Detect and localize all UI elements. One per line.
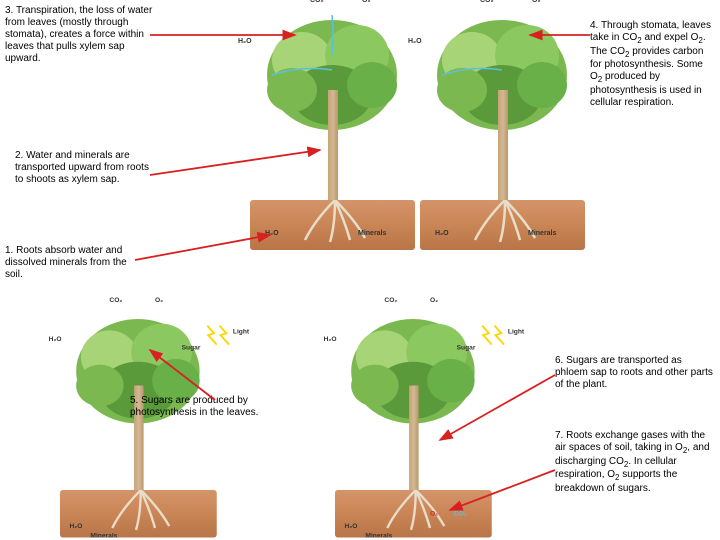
label-co2: CO₂ — [109, 297, 122, 304]
label-h2o-soil: H₂O — [435, 230, 449, 237]
label-co2: CO₂ — [480, 0, 494, 4]
label-h2o-soil: H₂O — [265, 230, 279, 237]
annotation-7: 7. Roots exchange gases with the air spa… — [555, 430, 715, 495]
tree-trunk — [409, 386, 419, 491]
label-co2: CO₂ — [310, 0, 324, 4]
tree-trunk — [498, 90, 508, 200]
label-h2o: H₂O — [408, 38, 422, 45]
label-o2: O₂ — [155, 297, 163, 304]
label-minerals: Minerals — [90, 533, 117, 540]
label-sugar: Sugar — [457, 345, 476, 352]
annotation-2: 2. Water and minerals are transported up… — [15, 150, 155, 186]
tree-diagram-2: H₂O CO₂ O₂ H₂O Minerals — [420, 0, 585, 250]
label-o2: O₂ — [430, 297, 438, 304]
label-h2o: H₂O — [49, 336, 62, 343]
label-co2-root: CO₂ — [454, 511, 467, 518]
tree-roots — [300, 200, 370, 245]
tree-roots — [108, 490, 175, 533]
label-minerals: Minerals — [365, 533, 392, 540]
tree-roots — [383, 490, 450, 533]
label-h2o-soil: H₂O — [345, 523, 358, 530]
label-minerals: Minerals — [528, 230, 556, 237]
label-h2o: H₂O — [324, 336, 337, 343]
tree-trunk — [328, 90, 338, 200]
light-icon — [478, 324, 507, 348]
label-light: Light — [508, 329, 524, 336]
annotation-4: 4. Through stomata, leaves take in CO2 a… — [590, 20, 715, 109]
light-icon — [203, 324, 232, 348]
label-h2o: H₂O — [238, 38, 252, 45]
annotation-5: 5. Sugars are produced by photosynthesis… — [130, 395, 260, 419]
tree-roots — [470, 200, 540, 245]
tree-diagram-1: H₂O CO₂ O₂ H₂O Minerals — [250, 0, 415, 250]
label-o2: O₂ — [532, 0, 541, 4]
tree-diagram-4: H₂O CO₂ O₂ Sugar Light H₂O Minerals O₂ C… — [335, 300, 492, 538]
label-o2-root: O₂ — [430, 511, 438, 518]
label-sugar: Sugar — [182, 345, 201, 352]
label-h2o-soil: H₂O — [70, 523, 83, 530]
label-minerals: Minerals — [358, 230, 386, 237]
label-co2: CO₂ — [384, 297, 397, 304]
annotation-6: 6. Sugars are transported as phloem sap … — [555, 355, 715, 391]
annotation-3: 3. Transpiration, the loss of water from… — [5, 5, 160, 65]
annotation-1: 1. Roots absorb water and dissolved mine… — [5, 245, 140, 281]
label-light: Light — [233, 329, 249, 336]
label-o2: O₂ — [362, 0, 371, 4]
